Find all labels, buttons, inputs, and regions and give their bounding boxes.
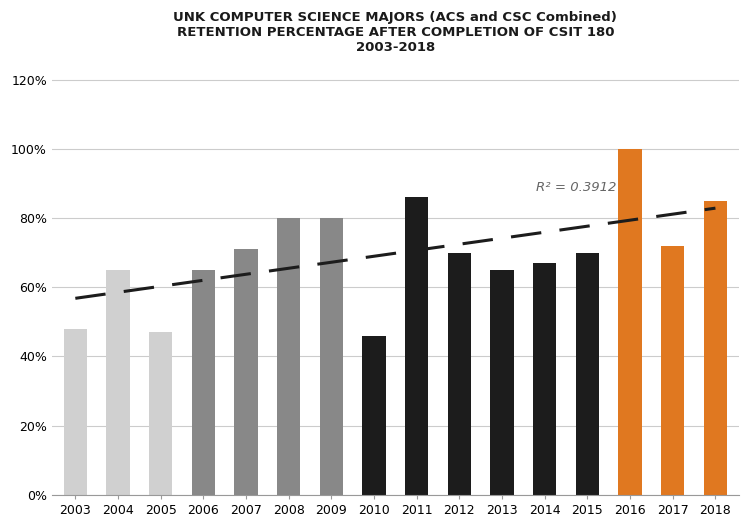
Bar — [405, 197, 428, 495]
Bar — [448, 252, 471, 495]
Bar — [234, 249, 258, 495]
Bar — [618, 149, 642, 495]
Bar — [149, 332, 172, 495]
Text: R² = 0.3912: R² = 0.3912 — [536, 181, 616, 194]
Bar — [320, 218, 343, 495]
Bar — [64, 329, 87, 495]
Bar — [277, 218, 301, 495]
Bar — [661, 246, 685, 495]
Bar — [106, 270, 130, 495]
Bar — [533, 263, 556, 495]
Bar — [362, 336, 386, 495]
Bar — [191, 270, 215, 495]
Title: UNK COMPUTER SCIENCE MAJORS (ACS and CSC Combined)
RETENTION PERCENTAGE AFTER CO: UNK COMPUTER SCIENCE MAJORS (ACS and CSC… — [173, 11, 617, 54]
Bar — [576, 252, 599, 495]
Bar — [704, 201, 728, 495]
Bar — [490, 270, 514, 495]
